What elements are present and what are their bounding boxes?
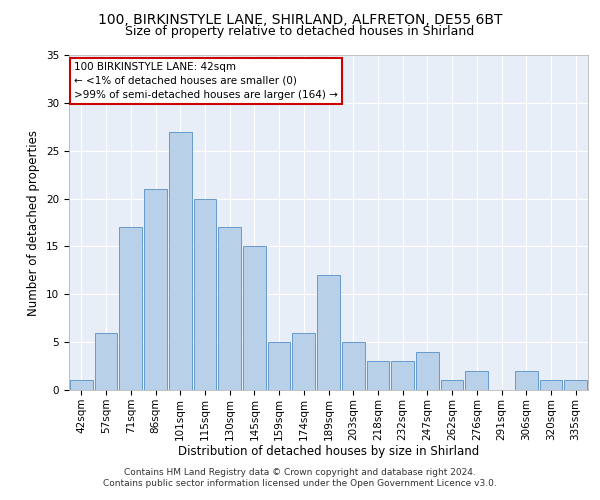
Bar	[119, 228, 142, 390]
Bar	[218, 228, 241, 390]
Text: Contains HM Land Registry data © Crown copyright and database right 2024.
Contai: Contains HM Land Registry data © Crown c…	[103, 468, 497, 487]
Bar	[292, 332, 315, 390]
Text: Size of property relative to detached houses in Shirland: Size of property relative to detached ho…	[125, 25, 475, 38]
Bar	[317, 275, 340, 390]
Text: 100, BIRKINSTYLE LANE, SHIRLAND, ALFRETON, DE55 6BT: 100, BIRKINSTYLE LANE, SHIRLAND, ALFRETO…	[98, 12, 502, 26]
Bar	[416, 352, 439, 390]
Bar	[367, 362, 389, 390]
Bar	[441, 380, 463, 390]
Bar	[268, 342, 290, 390]
Bar	[342, 342, 365, 390]
Bar	[564, 380, 587, 390]
Text: 100 BIRKINSTYLE LANE: 42sqm
← <1% of detached houses are smaller (0)
>99% of sem: 100 BIRKINSTYLE LANE: 42sqm ← <1% of det…	[74, 62, 338, 100]
Bar	[194, 198, 216, 390]
Bar	[169, 132, 191, 390]
Bar	[144, 189, 167, 390]
X-axis label: Distribution of detached houses by size in Shirland: Distribution of detached houses by size …	[178, 446, 479, 458]
Bar	[70, 380, 93, 390]
Bar	[466, 371, 488, 390]
Bar	[95, 332, 118, 390]
Bar	[243, 246, 266, 390]
Y-axis label: Number of detached properties: Number of detached properties	[28, 130, 40, 316]
Bar	[391, 362, 414, 390]
Bar	[515, 371, 538, 390]
Bar	[539, 380, 562, 390]
